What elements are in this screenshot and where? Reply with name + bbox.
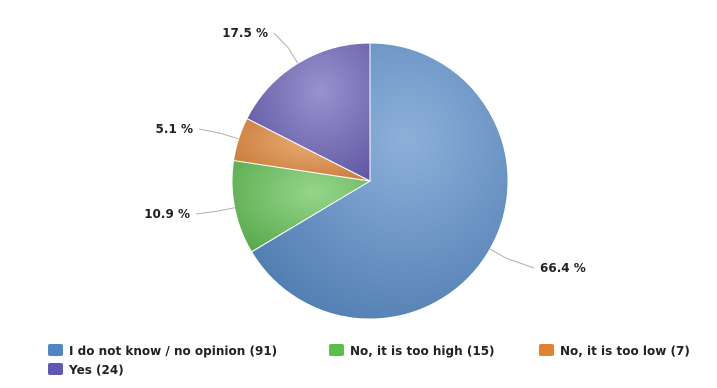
leader-lines (195, 32, 535, 269)
legend-item-1[interactable]: No, it is too high (15) (329, 344, 495, 358)
leader-line-1 (195, 207, 235, 215)
legend: I do not know / no opinion (91) No, it is… (48, 344, 690, 377)
percent-label-3: 17.5 % (222, 26, 268, 40)
leader-line-0 (489, 248, 535, 269)
percent-label-2: 5.1 % (156, 122, 193, 136)
legend-item-3[interactable]: Yes (24) (48, 363, 124, 377)
legend-item-2[interactable]: No, it is too low (7) (539, 344, 690, 358)
legend-swatch-0 (48, 344, 63, 356)
pie-slices (231, 42, 509, 320)
legend-swatch-1 (329, 344, 344, 356)
legend-label-0: I do not know / no opinion (91) (69, 344, 277, 358)
legend-swatch-3 (48, 363, 63, 375)
legend-item-0[interactable]: I do not know / no opinion (91) (48, 344, 277, 358)
pie-slice-0[interactable] (250, 42, 509, 320)
legend-label-1: No, it is too high (15) (350, 344, 495, 358)
legend-label-3: Yes (24) (68, 363, 124, 377)
leader-line-2 (198, 128, 239, 140)
leader-line-3 (273, 32, 299, 64)
percent-label-0: 66.4 % (540, 261, 586, 275)
legend-label-2: No, it is too low (7) (560, 344, 690, 358)
legend-swatch-2 (539, 344, 554, 356)
percent-labels: 66.4 % 10.9 % 5.1 % 17.5 % (144, 26, 586, 275)
percent-label-1: 10.9 % (144, 207, 190, 221)
